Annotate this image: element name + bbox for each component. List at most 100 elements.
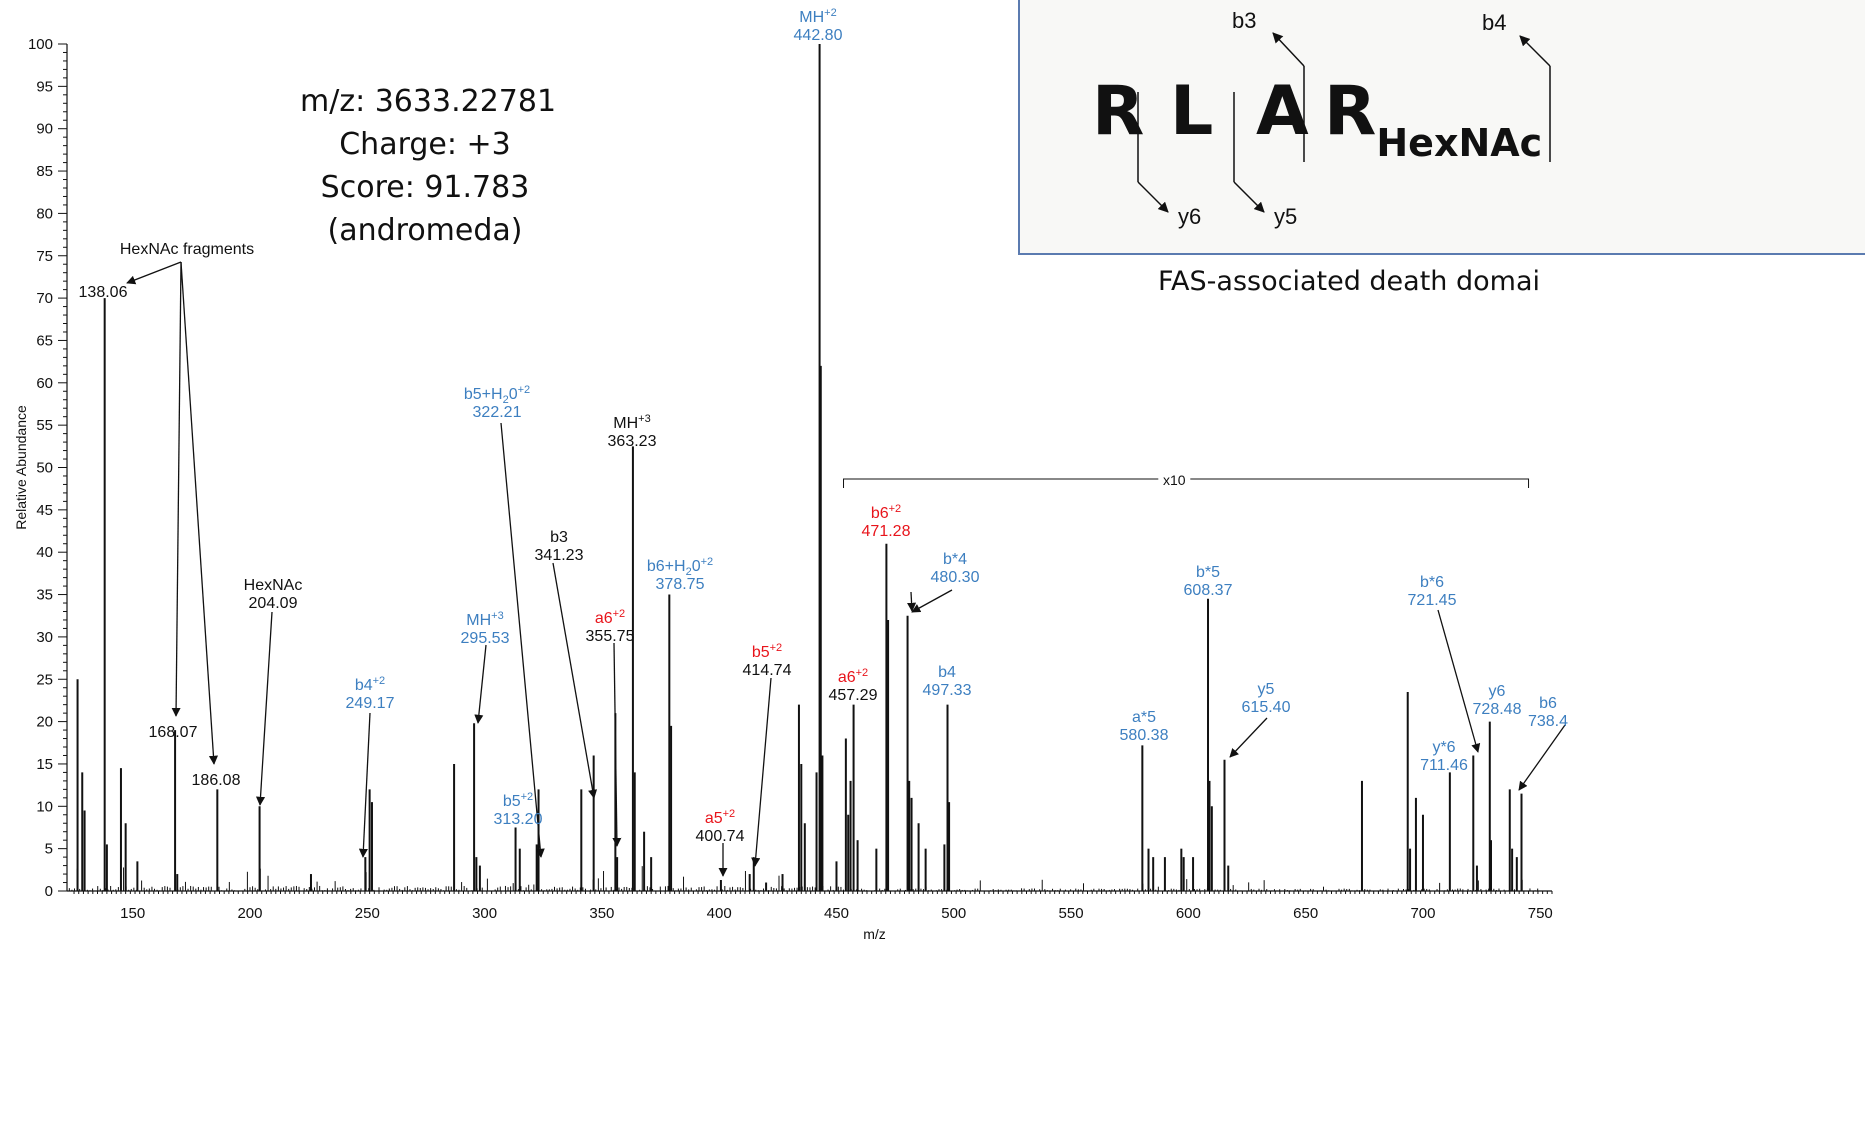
y5-ion-label: y5 [1274, 204, 1298, 229]
y-tick-label: 20 [36, 714, 53, 731]
ion-name: y5 [1258, 681, 1275, 698]
ion-name: a6+2 [838, 667, 868, 686]
x-tick-label: 600 [1176, 905, 1201, 922]
annotation-arrow [126, 261, 182, 285]
ion-text: MH [799, 9, 824, 26]
mz-value: 355.75 [586, 628, 635, 645]
y-tick-label: 40 [36, 544, 53, 561]
mz-value: 471.28 [862, 523, 911, 540]
annotation-arrow [474, 644, 487, 724]
ion-text: HexNAc fragments [120, 241, 254, 258]
ion-name: b*5 [1196, 564, 1220, 581]
mz-value: 414.74 [743, 662, 792, 679]
ion-name: b6+H20+2 [647, 556, 713, 578]
y-tick-label: 85 [36, 163, 53, 180]
ion-superscript: +2 [770, 642, 783, 654]
x-tick-label: 350 [589, 905, 614, 922]
y-tick-label: 0 [45, 883, 53, 900]
y-tick-label: 45 [36, 502, 53, 519]
zoom-label-bg [1158, 472, 1191, 486]
mz-value: 400.74 [696, 828, 745, 845]
peak-label-p442: MH+2 442.80 [794, 7, 843, 44]
annotation-arrow [180, 261, 219, 765]
annotation-arrow [500, 422, 545, 858]
mz-value: 341.23 [535, 547, 584, 564]
ion-name: b6+2 [871, 503, 901, 522]
precursor-info: m/z: 3633.22781 Charge: +3 Score: 91.783… [300, 80, 557, 252]
peak-label-hexnac-fragments: HexNAc fragments [120, 241, 254, 258]
ion-superscript: +2 [518, 384, 531, 396]
annotation-arrow [552, 562, 598, 799]
y-tick-label: 5 [45, 841, 53, 858]
y-tick-label: 25 [36, 671, 53, 688]
ion-superscript: +2 [824, 7, 837, 19]
mz-value: 295.53 [461, 630, 510, 647]
ion-subscript: 2 [686, 566, 692, 578]
y-tick-label: 90 [36, 121, 53, 138]
ion-text: b*5 [1196, 564, 1220, 581]
mz-value: 721.45 [1408, 592, 1457, 609]
ion-text: HexNAc [244, 577, 303, 594]
ion-name: b4 [938, 664, 956, 681]
ion-text: a*5 [1132, 709, 1156, 726]
ion-name: a6+2 [595, 608, 625, 627]
ion-superscript: +2 [889, 503, 902, 515]
annotation-arrow [1437, 609, 1481, 753]
ion-text: b6+H [647, 558, 686, 575]
peak-label-p138: 138.06 [79, 284, 128, 301]
mz-value: 728.48 [1473, 701, 1522, 718]
ion-name: HexNAc [244, 577, 303, 594]
mz-value: 313.20 [494, 811, 543, 828]
x-tick-label: 450 [824, 905, 849, 922]
ion-text: MH [613, 415, 638, 432]
x-tick-label: 400 [707, 905, 732, 922]
mz-value: 711.46 [1420, 757, 1468, 774]
ion-text: y6 [1489, 683, 1506, 700]
ion-superscript: +2 [613, 608, 626, 620]
ion-superscript: +2 [723, 808, 736, 820]
ion-text: b5 [752, 644, 770, 661]
precursor-mz: m/z: 3633.22781 [300, 84, 557, 119]
annotation-arrow [612, 642, 622, 847]
ion-name: b3 [550, 529, 568, 546]
mz-value: 168.07 [149, 724, 198, 741]
ion-name: b5+H20+2 [464, 384, 530, 406]
mz-value: 608.37 [1184, 582, 1233, 599]
y-tick-label: 65 [36, 332, 53, 349]
ion-superscript: +2 [701, 556, 714, 568]
annotation-arrow [255, 611, 273, 806]
ion-name: b4+2 [355, 675, 385, 694]
mz-value: 378.75 [656, 576, 705, 593]
ion-text: b4 [355, 677, 373, 694]
ion-text-cont: 0 [692, 558, 701, 575]
annotation-arrow [751, 677, 772, 867]
x-tick-label: 650 [1293, 905, 1318, 922]
ion-name: b*4 [943, 551, 967, 568]
annotation-arrow [1518, 724, 1566, 791]
ion-text: b6 [871, 505, 889, 522]
y-tick-label: 80 [36, 205, 53, 222]
ion-name: b5+2 [752, 642, 782, 661]
peak-labels: HexNAc fragments 138.06 168.07 186.08 HexNAc… [79, 7, 1569, 845]
mz-value: 186.08 [192, 772, 241, 789]
search-score: Score: 91.783 [320, 170, 530, 205]
x-tick-label: 200 [237, 905, 262, 922]
ion-name: a*5 [1132, 709, 1156, 726]
x-tick-label: 550 [1059, 905, 1084, 922]
mz-value: 442.80 [794, 27, 843, 44]
